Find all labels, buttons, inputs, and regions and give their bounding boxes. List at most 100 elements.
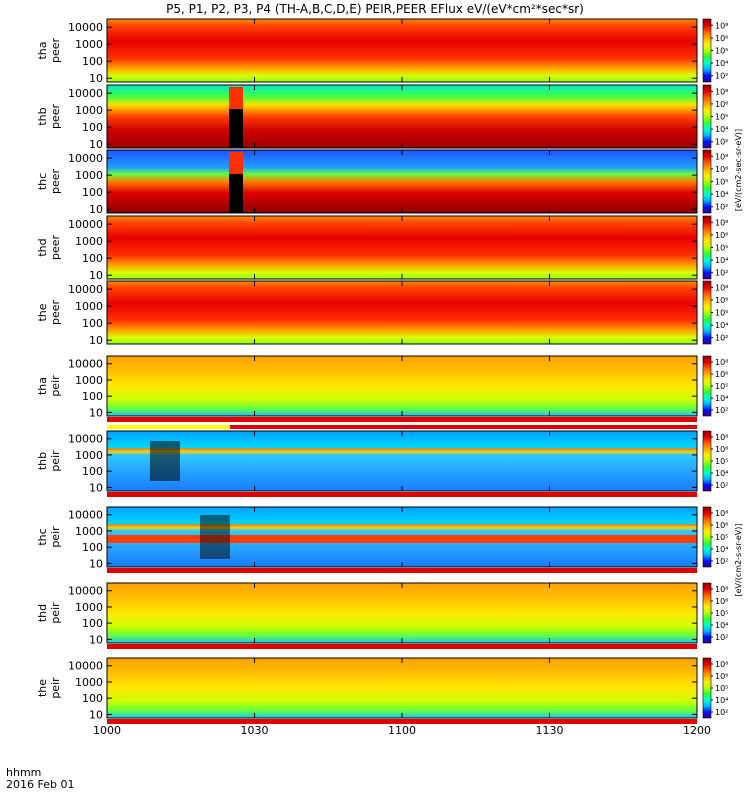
panel-label-probe: thc bbox=[36, 528, 49, 545]
panel-label-product: peer bbox=[49, 104, 62, 130]
spectrogram-panel-tha-peer: 10 100 1000 10000 tha peer 10² 10⁴ 10⁵ 10⁶ 10⁸ bbox=[36, 18, 728, 85]
data-gap-block bbox=[200, 515, 230, 559]
panel-top-band bbox=[107, 425, 697, 429]
energy-tick-label: 10000 bbox=[68, 509, 103, 522]
colorbar-tick-label: 10² bbox=[715, 334, 728, 343]
panel-bottom-band bbox=[107, 568, 697, 573]
energy-tick-label: 1000 bbox=[75, 235, 103, 248]
colorbar-tick-label: 10⁶ bbox=[715, 445, 728, 454]
colorbar-tick-label: 10⁴ bbox=[715, 696, 728, 705]
energy-tick-label: 10000 bbox=[68, 218, 103, 231]
spectrogram-panel-thc-peer: 10 100 1000 10000 thc peer 10² 10⁴ 10⁵ 10⁶ 10⁸ bbox=[36, 149, 728, 216]
colorbar-unit-label-electron: [eV/(cm2-sec-sr-eV)] bbox=[734, 129, 743, 211]
energy-tick-label: 10 bbox=[89, 708, 103, 721]
colorbar-tick-label: 10² bbox=[715, 557, 728, 566]
colorbar-tick-label: 10⁵ bbox=[715, 47, 728, 56]
colorbar-tick-label: 10² bbox=[715, 708, 728, 717]
spectrogram-image bbox=[107, 150, 697, 213]
spectrogram-panel-the-peer: 10 100 1000 10000 the peer 10² 10⁴ 10⁵ 10⁶ 10⁸ bbox=[36, 280, 728, 347]
spectrogram-image bbox=[107, 356, 697, 416]
colorbar-tick-label: 10⁵ bbox=[715, 113, 728, 122]
colorbar-tick-label: 10⁶ bbox=[715, 521, 728, 530]
panel-label-probe: the bbox=[36, 303, 49, 321]
colorbar-tick-label: 10⁵ bbox=[715, 244, 728, 253]
energy-tick-label: 10 bbox=[89, 72, 103, 85]
energy-tick-label: 100 bbox=[82, 541, 103, 554]
colorbar bbox=[702, 215, 712, 280]
panel-label-product: peer bbox=[49, 300, 62, 326]
energy-tick-label: 10 bbox=[89, 557, 103, 570]
panel-label-probe: tha bbox=[36, 377, 49, 395]
panel-label-probe: thd bbox=[36, 604, 49, 622]
panel-label-product: peer bbox=[49, 38, 62, 64]
colorbar bbox=[702, 506, 712, 568]
energy-tick-label: 100 bbox=[82, 186, 103, 199]
panel-label-probe: thb bbox=[36, 107, 49, 125]
colorbar-tick-label: 10² bbox=[715, 138, 728, 147]
spectrogram-image bbox=[107, 19, 697, 82]
colorbar-tick-label: 10⁵ bbox=[715, 178, 728, 187]
energy-tick-label: 10 bbox=[89, 481, 103, 494]
energy-tick-label: 100 bbox=[82, 390, 103, 403]
spectrogram-image bbox=[107, 85, 697, 148]
energy-tick-label: 100 bbox=[82, 465, 103, 478]
colorbar-tick-label: 10⁴ bbox=[715, 125, 728, 134]
colorbar-tick-label: 10⁶ bbox=[715, 672, 728, 681]
colorbar-tick-label: 10⁵ bbox=[715, 684, 728, 693]
energy-tick-label: 10 bbox=[89, 203, 103, 216]
colorbar-tick-label: 10⁸ bbox=[715, 660, 728, 669]
energy-tick-label: 100 bbox=[82, 121, 103, 134]
colorbar-tick-label: 10⁸ bbox=[715, 358, 728, 367]
spectrogram-panel-thd-peir: 10 100 1000 10000 thd peir 10² 10⁴ 10⁵ 10⁶ 10⁸ bbox=[36, 582, 728, 649]
colorbar bbox=[702, 149, 712, 214]
energy-tick-label: 1000 bbox=[75, 449, 103, 462]
panel-label-probe: thb bbox=[36, 452, 49, 470]
time-tick-label: 1200 bbox=[683, 724, 711, 737]
time-tick-label: 1130 bbox=[536, 724, 564, 737]
colorbar-tick-label: 10⁴ bbox=[715, 469, 728, 478]
energy-tick-label: 100 bbox=[82, 617, 103, 630]
colorbar-tick-label: 10² bbox=[715, 481, 728, 490]
colorbar bbox=[702, 430, 712, 492]
colorbar-tick-label: 10⁶ bbox=[715, 296, 728, 305]
colorbar bbox=[702, 355, 712, 417]
energy-tick-label: 10000 bbox=[68, 21, 103, 34]
colorbar-tick-label: 10⁸ bbox=[715, 283, 728, 292]
ion-band bbox=[107, 535, 697, 543]
energy-tick-label: 100 bbox=[82, 692, 103, 705]
colorbar-tick-label: 10⁴ bbox=[715, 394, 728, 403]
colorbar-tick-label: 10⁴ bbox=[715, 59, 728, 68]
date-label: 2016 Feb 01 bbox=[6, 778, 75, 791]
colorbar bbox=[702, 84, 712, 149]
panel-label-product: peir bbox=[49, 526, 62, 548]
energy-tick-label: 10 bbox=[89, 406, 103, 419]
colorbar-tick-label: 10⁸ bbox=[715, 87, 728, 96]
panel-label-product: peir bbox=[49, 450, 62, 472]
energy-tick-label: 10 bbox=[89, 633, 103, 646]
spectrogram-image bbox=[107, 281, 697, 344]
spectrogram-panel-thc-peir: 10 100 1000 10000 thc peir 10² 10⁴ 10⁵ 10⁶ 10⁸ bbox=[36, 506, 728, 573]
panel-label-product: peer bbox=[49, 235, 62, 261]
colorbar-tick-label: 10⁸ bbox=[715, 585, 728, 594]
panel-label-probe: thd bbox=[36, 238, 49, 256]
colorbar-tick-label: 10⁸ bbox=[715, 433, 728, 442]
panel-label-product: peir bbox=[49, 677, 62, 699]
colorbar-tick-label: 10⁶ bbox=[715, 370, 728, 379]
energy-tick-label: 1000 bbox=[75, 104, 103, 117]
energy-tick-label: 1000 bbox=[75, 300, 103, 313]
energy-tick-label: 100 bbox=[82, 55, 103, 68]
spectrogram-panel-thb-peir: 10 100 1000 10000 thb peir 10² 10⁴ 10⁵ 10⁶ 10⁸ bbox=[36, 425, 728, 497]
colorbar-tick-label: 10⁵ bbox=[715, 457, 728, 466]
energy-tick-label: 10 bbox=[89, 269, 103, 282]
colorbar bbox=[702, 18, 712, 83]
energy-tick-label: 10000 bbox=[68, 87, 103, 100]
energy-tick-label: 10000 bbox=[68, 152, 103, 165]
colorbar-tick-label: 10⁵ bbox=[715, 609, 728, 618]
panel-top-band-start bbox=[107, 425, 230, 429]
spectrogram-panel-the-peir: 10 100 1000 10000 the peir 10² 10⁴ 10⁵ 10⁶ 10⁸ bbox=[36, 657, 728, 724]
data-gap-edge bbox=[229, 87, 243, 110]
colorbar-tick-label: 10⁸ bbox=[715, 509, 728, 518]
panel-bottom-band bbox=[107, 417, 697, 422]
time-tick-label: 1030 bbox=[241, 724, 269, 737]
spectrogram-panel-thb-peer: 10 100 1000 10000 thb peer 10² 10⁴ 10⁵ 10⁶ 10⁸ bbox=[36, 84, 728, 151]
